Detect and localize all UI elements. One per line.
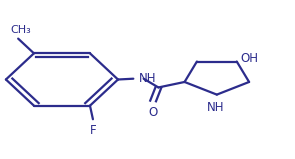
Text: F: F [90, 124, 96, 137]
Text: O: O [148, 106, 158, 119]
Text: CH₃: CH₃ [10, 25, 31, 35]
Text: NH: NH [206, 101, 224, 114]
Text: OH: OH [240, 52, 258, 65]
Text: NH: NH [139, 72, 156, 85]
